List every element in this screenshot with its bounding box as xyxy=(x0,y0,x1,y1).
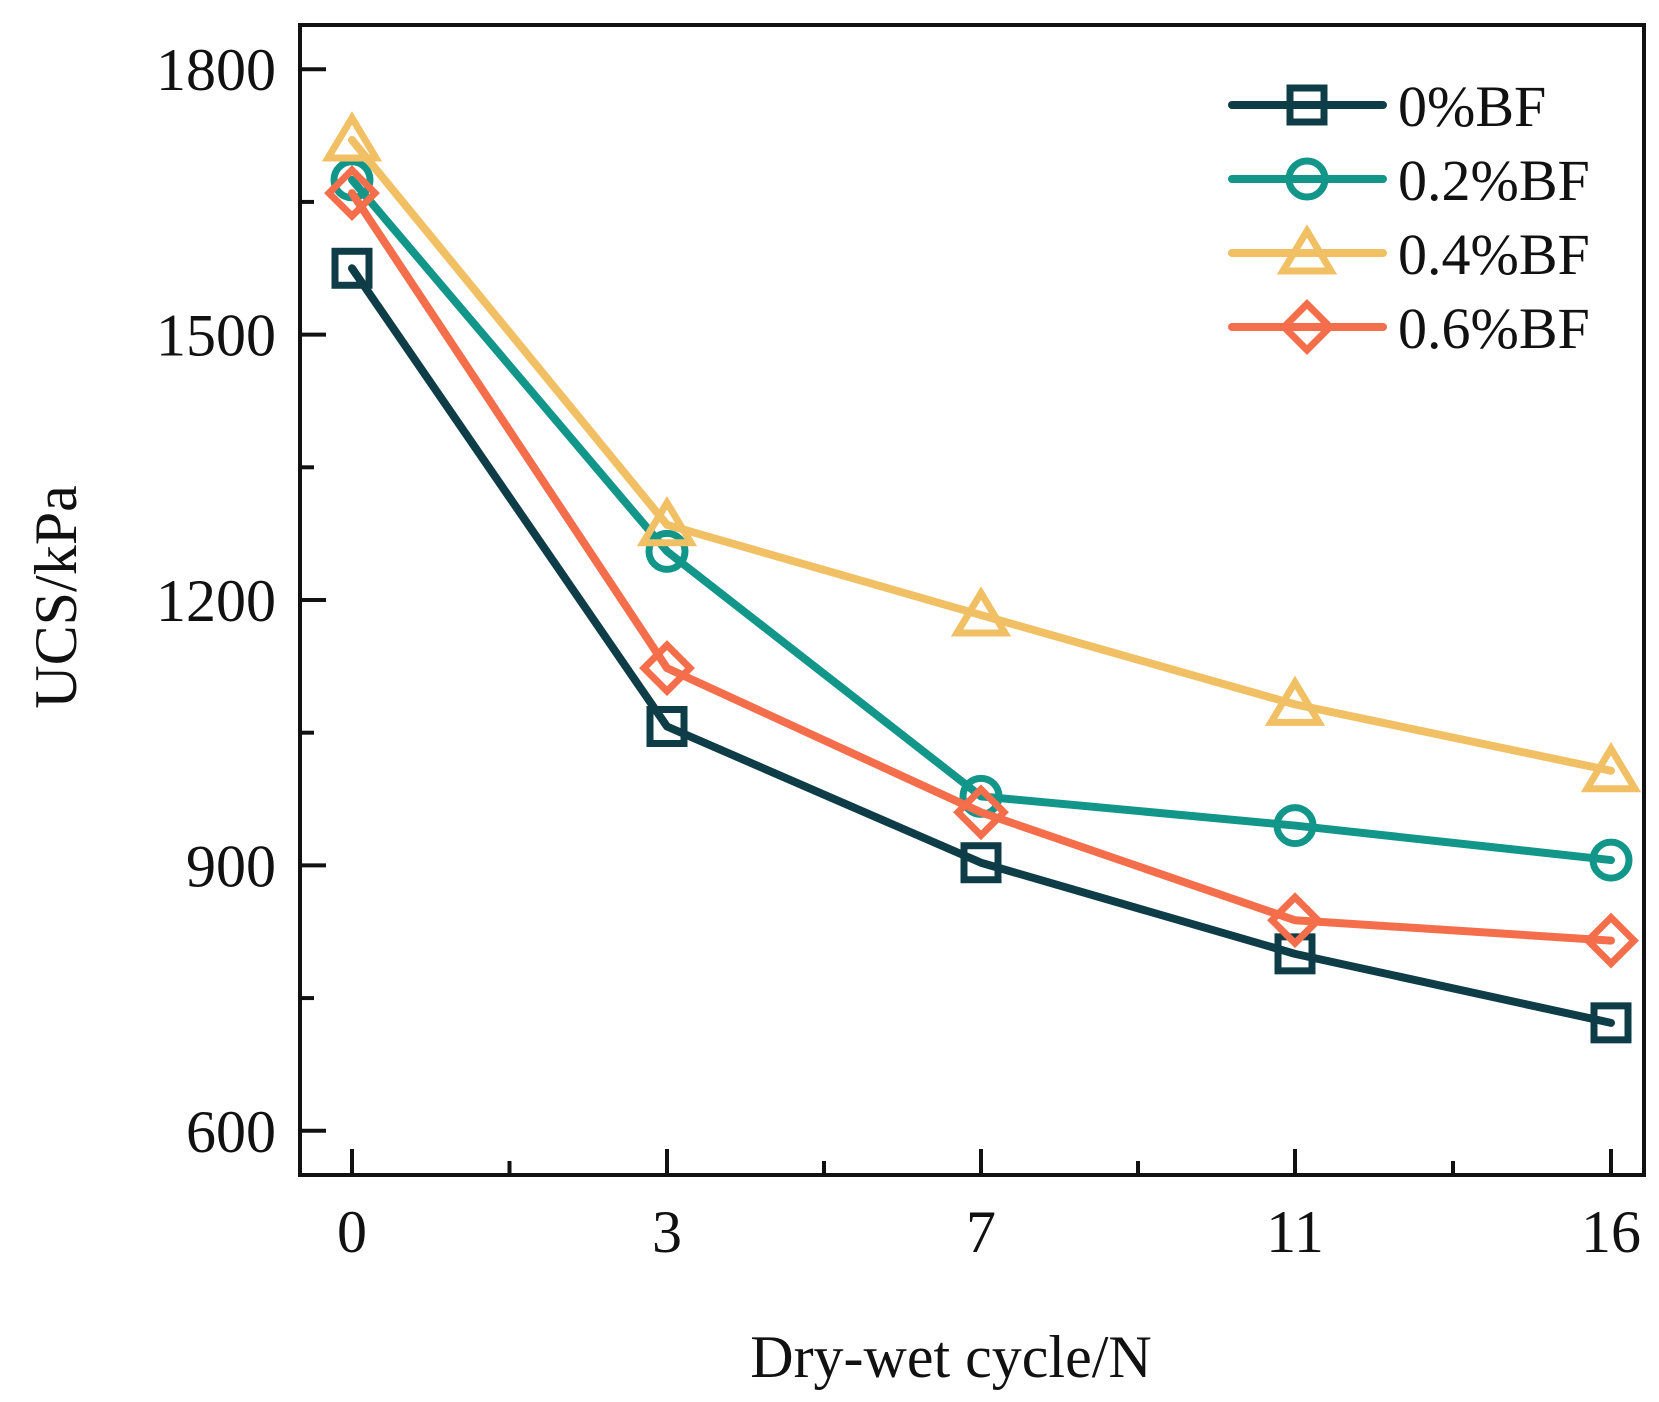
series-line xyxy=(348,264,1615,1027)
y-tick-label: 900 xyxy=(186,833,276,899)
legend-marker-diamond xyxy=(1279,299,1335,355)
legend-label: 0.4%BF xyxy=(1398,222,1590,287)
data-point-diamond xyxy=(1583,912,1639,969)
legend-label: 0%BF xyxy=(1398,74,1546,139)
data-point-square xyxy=(1274,933,1316,975)
legend-marker-circle xyxy=(1285,157,1329,201)
y-tick-label: 600 xyxy=(186,1099,276,1165)
legend-item: 0%BF xyxy=(1228,74,1546,139)
legend-label: 0.6%BF xyxy=(1398,296,1590,361)
series-0.2%BF xyxy=(330,158,1633,882)
data-point-square xyxy=(646,706,688,747)
x-tick-label: 0 xyxy=(337,1199,367,1265)
series-layer xyxy=(321,111,1642,1044)
y-tick-label: 1500 xyxy=(156,303,276,369)
legend-item: 0.2%BF xyxy=(1228,148,1590,213)
series-line xyxy=(348,136,1615,775)
legend: 0%BF 0.2%BF 0.4%BF 0.6%BF xyxy=(1228,74,1590,361)
series-0.6%BF xyxy=(324,165,1639,969)
legend-marker-square xyxy=(1286,84,1328,126)
data-point-square xyxy=(960,842,1002,884)
series-line xyxy=(348,175,1615,865)
x-axis-title: Dry-wet cycle/N xyxy=(750,1324,1151,1390)
data-point-diamond xyxy=(324,165,380,222)
x-tick-label: 11 xyxy=(1266,1199,1324,1265)
series-0%BF xyxy=(331,247,1632,1044)
legend-item: 0.4%BF xyxy=(1228,222,1590,287)
y-tick-label: 1200 xyxy=(156,568,276,634)
series-line xyxy=(348,189,1615,945)
data-point-triangle xyxy=(636,496,698,547)
data-point-circle xyxy=(1589,838,1633,882)
legend-label: 0.2%BF xyxy=(1398,148,1590,213)
data-point-triangle xyxy=(950,586,1012,637)
x-tick-label: 7 xyxy=(966,1199,996,1265)
data-point-circle xyxy=(1273,804,1317,848)
data-point-triangle xyxy=(1580,741,1642,793)
data-point-triangle xyxy=(321,111,383,162)
data-point-diamond xyxy=(953,784,1009,841)
y-axis-title: UCS/kPa xyxy=(23,485,89,708)
data-point-diamond xyxy=(639,640,695,697)
data-point-circle xyxy=(645,529,689,573)
y-tick-label: 1800 xyxy=(156,37,276,103)
x-tick-label: 16 xyxy=(1581,1199,1641,1265)
data-point-diamond xyxy=(1267,892,1323,949)
legend-item: 0.6%BF xyxy=(1228,296,1590,361)
series-0.4%BF xyxy=(321,111,1642,793)
data-point-square xyxy=(1590,1002,1632,1044)
x-tick-label: 3 xyxy=(652,1199,682,1265)
data-point-square xyxy=(331,247,373,289)
data-point-triangle xyxy=(1264,675,1326,726)
legend-marker-triangle xyxy=(1276,224,1338,275)
axes: 600 900 1200 1500 1800 0 3 7 11 16 xyxy=(156,23,1646,1265)
